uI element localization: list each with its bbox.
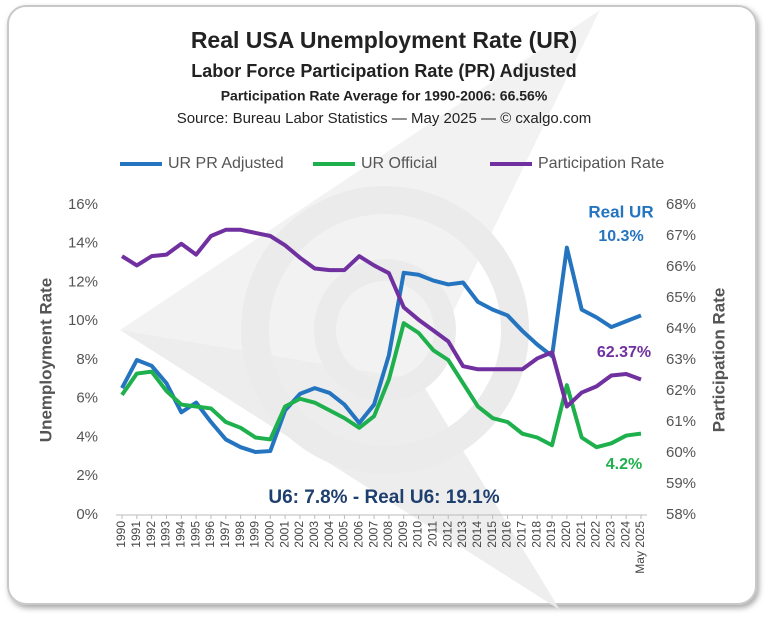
x-tick-label: 1994 (173, 521, 187, 548)
x-tick-label: 1999 (248, 521, 262, 548)
x-tick-label: 2007 (366, 521, 380, 548)
x-tick-label: 2015 (485, 521, 499, 548)
y-tick-label: 8% (76, 351, 98, 368)
x-tick-label: 2014 (470, 521, 484, 548)
x-tick-label: 1995 (188, 521, 202, 548)
x-tick-label: 2018 (529, 521, 543, 548)
legend-label: Participation Rate (538, 155, 664, 172)
y2-tick-label: 67% (666, 227, 696, 244)
annotation: Real UR (588, 202, 653, 221)
y2-tick-label: 58% (666, 506, 696, 523)
x-tick-label: 1992 (144, 521, 158, 548)
y-tick-label: 6% (76, 390, 98, 407)
x-tick-label: 2024 (618, 521, 632, 548)
x-tick-label: 2023 (604, 521, 618, 548)
x-tick-label: 2019 (544, 521, 558, 548)
series-line (120, 227, 642, 409)
x-tick-label: 2020 (559, 521, 573, 548)
x-tick-label: 2013 (455, 521, 469, 548)
legend-label: UR Official (361, 155, 437, 172)
x-tick-label: May 2025 (633, 521, 647, 574)
x-tick-label: 2022 (589, 521, 603, 548)
y-axis-label: Unemployment Rate (36, 278, 55, 442)
x-tick-label: 2004 (322, 521, 336, 548)
y-tick-label: 2% (76, 467, 98, 484)
x-tick-label: 2009 (396, 521, 410, 548)
x-tick-label: 1998 (233, 521, 247, 548)
y2-tick-label: 59% (666, 475, 696, 492)
y2-tick-label: 65% (666, 289, 696, 306)
x-tick-label: 2001 (277, 521, 291, 548)
watermark (120, 10, 600, 610)
y-tick-label: 12% (68, 273, 98, 290)
x-tick-label: 2016 (500, 521, 514, 548)
y2-axis-label: Participation Rate (709, 288, 728, 433)
chart-title: Real USA Unemployment Rate (UR) (191, 27, 577, 53)
x-tick-label: 1996 (203, 521, 217, 548)
x-tick-label: 2008 (381, 521, 395, 548)
x-tick-label: 2006 (351, 521, 365, 548)
y2-tick-label: 61% (666, 413, 696, 430)
y2-tick-label: 68% (666, 196, 696, 213)
y-tick-label: 10% (68, 312, 98, 329)
legend-label: UR PR Adjusted (168, 155, 284, 172)
x-tick-label: 2017 (515, 521, 529, 548)
x-tick-label: 2011 (426, 521, 440, 547)
y-tick-label: 16% (68, 196, 98, 213)
y2-tick-label: 62% (666, 382, 696, 399)
x-tick-label: 2000 (262, 521, 276, 548)
y2-tick-label: 60% (666, 444, 696, 461)
chart-source: Source: Bureau Labor Statistics — May 20… (177, 110, 592, 127)
annotation: 10.3% (598, 228, 643, 245)
x-tick-label: 2021 (574, 521, 588, 548)
y2-tick-label: 64% (666, 320, 696, 337)
y2-tick-label: 63% (666, 351, 696, 368)
x-tick-label: 2010 (411, 521, 425, 548)
annotation: 4.2% (606, 456, 642, 473)
x-tick-label: 1993 (159, 521, 173, 548)
x-tick-label: 1990 (114, 521, 128, 548)
y-tick-label: 0% (76, 506, 98, 523)
series-line (120, 321, 642, 450)
y2-tick-label: 66% (666, 258, 696, 275)
annotation: U6: 7.8% - Real U6: 19.1% (268, 487, 499, 508)
y-tick-label: 14% (68, 235, 98, 252)
chart-subtitle: Participation Rate Average for 1990-2006… (221, 88, 548, 104)
series-line (120, 245, 642, 455)
x-tick-label: 1991 (129, 521, 143, 548)
chart-subtitle: Labor Force Participation Rate (PR) Adju… (191, 61, 576, 81)
x-tick-label: 2005 (337, 521, 351, 548)
x-tick-label: 2003 (307, 521, 321, 548)
x-tick-label: 1997 (218, 521, 232, 548)
y-tick-label: 4% (76, 428, 98, 445)
x-tick-label: 2002 (292, 521, 306, 548)
x-tick-label: 2012 (440, 521, 454, 548)
annotation: 62.37% (597, 344, 651, 361)
